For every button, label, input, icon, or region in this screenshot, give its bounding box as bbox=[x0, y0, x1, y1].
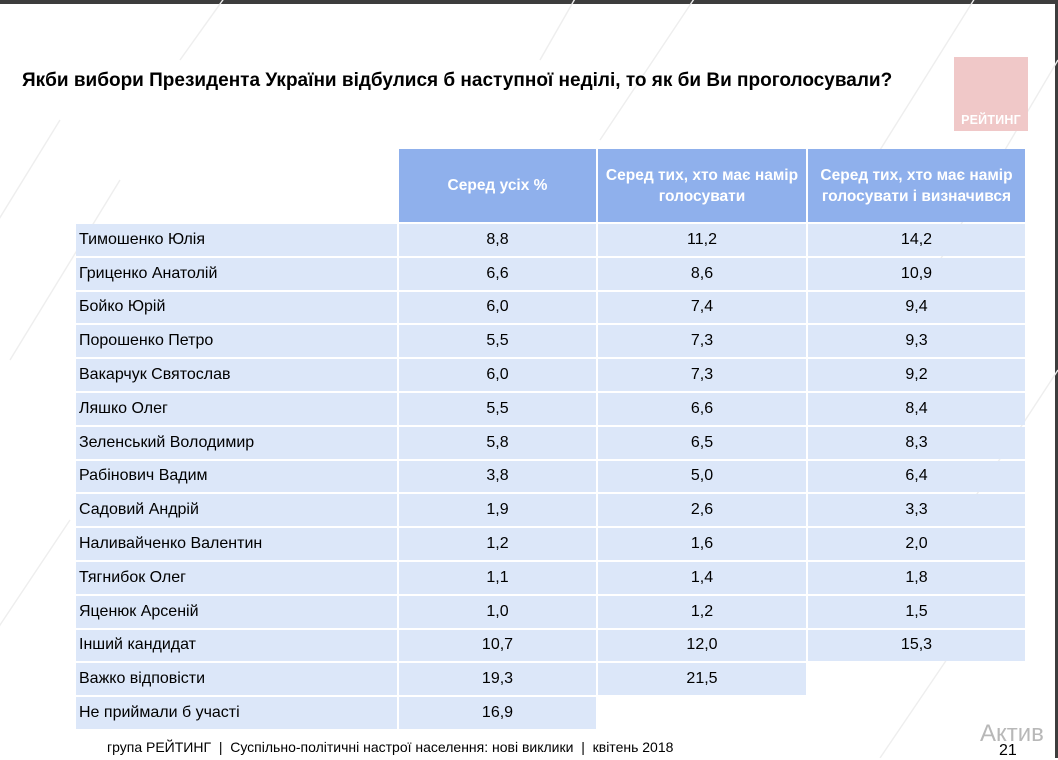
cell-value: 5,5 bbox=[399, 325, 596, 358]
poll-table: Серед усіх % Серед тих, хто має намір го… bbox=[74, 147, 1027, 731]
cell-value: 6,5 bbox=[598, 426, 806, 459]
candidate-name: Інший кандидат bbox=[76, 629, 397, 662]
column-header: Серед тих, хто має намір голосувати і ви… bbox=[808, 149, 1025, 222]
cell-value: 7,3 bbox=[598, 359, 806, 391]
cell-value: 2,6 bbox=[598, 494, 806, 527]
cell-value: 11,2 bbox=[598, 224, 806, 256]
candidate-name: Тимошенко Юлія bbox=[76, 224, 397, 256]
cell-value: 2,0 bbox=[808, 528, 1025, 560]
cell-value: 8,4 bbox=[808, 392, 1025, 425]
table-row: Рабінович Вадим 3,8 5,0 6,4 bbox=[76, 460, 1025, 493]
cell-value: 10,7 bbox=[399, 629, 596, 662]
cell-value: 1,0 bbox=[399, 595, 596, 628]
table-row: Бойко Юрій 6,0 7,4 9,4 bbox=[76, 291, 1025, 324]
cell-value: 6,0 bbox=[399, 291, 596, 324]
table-body: Тимошенко Юлія 8,8 11,2 14,2 Гриценко Анатол… bbox=[76, 224, 1025, 729]
candidate-name: Тягнибок Олег bbox=[76, 561, 397, 594]
table-row: Вакарчук Святослав 6,0 7,3 9,2 bbox=[76, 359, 1025, 391]
cell-value: 7,3 bbox=[598, 325, 806, 358]
candidate-name: Порошенко Петро bbox=[76, 325, 397, 358]
table-header-row: Серед усіх % Серед тих, хто має намір го… bbox=[76, 149, 1025, 222]
column-header: Серед усіх % bbox=[399, 149, 596, 222]
top-border bbox=[0, 0, 1058, 4]
cell-value: 14,2 bbox=[808, 224, 1025, 256]
cell-value: 1,2 bbox=[399, 528, 596, 560]
candidate-name: Садовий Андрій bbox=[76, 494, 397, 527]
page-title: Якби вибори Президента України відбулися… bbox=[22, 70, 893, 91]
table-row: Наливайченко Валентин 1,2 1,6 2,0 bbox=[76, 528, 1025, 560]
candidate-name: Наливайченко Валентин bbox=[76, 528, 397, 560]
cell-value: 5,5 bbox=[399, 392, 596, 425]
cell-value: 6,6 bbox=[399, 257, 596, 290]
cell-value: 15,3 bbox=[808, 629, 1025, 662]
cell-value: 9,3 bbox=[808, 325, 1025, 358]
cell-value: 8,3 bbox=[808, 426, 1025, 459]
column-header: Серед тих, хто має намір голосувати bbox=[598, 149, 806, 222]
watermark-text: Актив bbox=[980, 720, 1044, 747]
cell-value: 1,5 bbox=[808, 595, 1025, 628]
table-row: Важко відповісти 19,3 21,5 bbox=[76, 663, 1025, 696]
cell-value: 9,2 bbox=[808, 359, 1025, 391]
empty-cell bbox=[598, 697, 806, 729]
cell-value: 10,9 bbox=[808, 257, 1025, 290]
candidate-name: Рабінович Вадим bbox=[76, 460, 397, 493]
cell-value: 1,8 bbox=[808, 561, 1025, 594]
table-row: Садовий Андрій 1,9 2,6 3,3 bbox=[76, 494, 1025, 527]
candidate-name: Важко відповісти bbox=[76, 663, 397, 696]
cell-value: 6,4 bbox=[808, 460, 1025, 493]
cell-value: 19,3 bbox=[399, 663, 596, 696]
cell-value: 7,4 bbox=[598, 291, 806, 324]
cell-value: 6,6 bbox=[598, 392, 806, 425]
cell-value: 1,6 bbox=[598, 528, 806, 560]
cell-value: 1,1 bbox=[399, 561, 596, 594]
empty-cell bbox=[808, 663, 1025, 695]
cell-value: 1,4 bbox=[598, 561, 806, 594]
cell-value: 1,9 bbox=[399, 494, 596, 527]
candidate-name: Ляшко Олег bbox=[76, 392, 397, 425]
cell-value: 3,8 bbox=[399, 460, 596, 493]
cell-value: 1,2 bbox=[598, 595, 806, 628]
table-row: Зеленський Володимир 5,8 6,5 8,3 bbox=[76, 426, 1025, 459]
table-row: Тимошенко Юлія 8,8 11,2 14,2 bbox=[76, 224, 1025, 256]
cell-value: 16,9 bbox=[399, 697, 596, 729]
candidate-name: Яценюк Арсеній bbox=[76, 595, 397, 628]
cell-value: 5,0 bbox=[598, 460, 806, 493]
cell-value: 5,8 bbox=[399, 426, 596, 459]
cell-value: 8,8 bbox=[399, 224, 596, 256]
page-number: 21 bbox=[999, 742, 1017, 759]
cell-value: 6,0 bbox=[399, 359, 596, 391]
table-row: Порошенко Петро 5,5 7,3 9,3 bbox=[76, 325, 1025, 358]
rating-logo: РЕЙТИНГ bbox=[954, 57, 1028, 131]
footer-text: група РЕЙТИНГ | Суспільно-політичні наст… bbox=[107, 739, 674, 755]
table-row: Не приймали б участі 16,9 bbox=[76, 697, 1025, 729]
cell-value: 8,6 bbox=[598, 257, 806, 290]
cell-value: 21,5 bbox=[598, 663, 806, 696]
cell-value: 3,3 bbox=[808, 494, 1025, 527]
header-corner bbox=[76, 149, 397, 222]
candidate-name: Бойко Юрій bbox=[76, 291, 397, 324]
cell-value: 9,4 bbox=[808, 291, 1025, 324]
candidate-name: Гриценко Анатолій bbox=[76, 257, 397, 290]
candidate-name: Зеленський Володимир bbox=[76, 426, 397, 459]
table-row: Інший кандидат 10,7 12,0 15,3 bbox=[76, 629, 1025, 662]
table-row: Тягнибок Олег 1,1 1,4 1,8 bbox=[76, 561, 1025, 594]
table-row: Ляшко Олег 5,5 6,6 8,4 bbox=[76, 392, 1025, 425]
candidate-name: Не приймали б участі bbox=[76, 697, 397, 729]
logo-text: РЕЙТИНГ bbox=[961, 113, 1021, 127]
table-row: Гриценко Анатолій 6,6 8,6 10,9 bbox=[76, 257, 1025, 290]
table-row: Яценюк Арсеній 1,0 1,2 1,5 bbox=[76, 595, 1025, 628]
candidate-name: Вакарчук Святослав bbox=[76, 359, 397, 391]
cell-value: 12,0 bbox=[598, 629, 806, 662]
